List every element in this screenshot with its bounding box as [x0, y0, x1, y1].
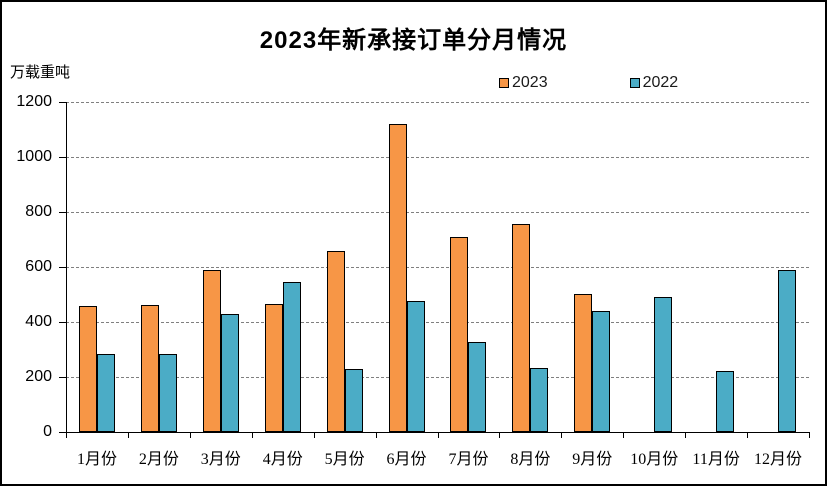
- bar-2023-3月份: [202, 270, 221, 432]
- legend-label-2023: 2023: [512, 74, 548, 91]
- bar-2022-6月份: [406, 301, 425, 432]
- gridline-200: [66, 377, 809, 378]
- y-axis-label-1000: 1000: [16, 148, 52, 165]
- chart-legend: 2023 2022: [499, 74, 678, 92]
- y-axis-unit-label: 万载重吨: [10, 64, 71, 81]
- bar-2022-7月份: [468, 342, 487, 432]
- y-tick-200: [59, 377, 66, 378]
- bar-2023-5月份: [326, 251, 345, 432]
- y-axis-label-0: 0: [43, 423, 52, 440]
- y-tick-1200: [59, 102, 66, 103]
- bar-2023-8月份: [512, 224, 531, 432]
- bar-2022-2月份: [158, 354, 177, 432]
- gridline-800: [66, 212, 809, 213]
- x-axis-label-4月份: 4月份: [262, 451, 303, 468]
- x-tick-11: [747, 432, 749, 438]
- y-axis-line: [66, 102, 67, 432]
- legend-item-2022: 2022: [629, 74, 679, 92]
- x-tick-7: [499, 432, 501, 438]
- x-axis-label-1月份: 1月份: [76, 451, 117, 468]
- bar-2022-1月份: [96, 354, 115, 432]
- legend-swatch-2023: [499, 78, 509, 88]
- bar-2022-9月份: [592, 311, 611, 432]
- y-axis-label-400: 400: [25, 313, 52, 330]
- bar-2023-1月份: [78, 306, 97, 432]
- x-axis-label-8月份: 8月份: [510, 451, 551, 468]
- y-tick-0: [59, 432, 66, 433]
- y-tick-1000: [59, 157, 66, 158]
- x-tick-3: [251, 432, 253, 438]
- y-axis-label-1200: 1200: [16, 93, 52, 110]
- x-axis-label-10月份: 10月份: [630, 451, 679, 468]
- y-axis-label-600: 600: [25, 258, 52, 275]
- x-tick-9: [623, 432, 625, 438]
- x-tick-2: [189, 432, 191, 438]
- bar-2023-2月份: [140, 305, 159, 432]
- x-tick-0: [66, 432, 67, 438]
- x-tick-5: [375, 432, 377, 438]
- y-tick-400: [59, 322, 66, 323]
- x-tick-1: [127, 432, 129, 438]
- bar-2022-5月份: [344, 369, 363, 432]
- legend-label-2022: 2022: [642, 74, 679, 91]
- gridline-1000: [66, 157, 809, 158]
- y-axis-label-200: 200: [25, 368, 52, 385]
- bar-2023-9月份: [574, 294, 593, 432]
- bar-2022-12月份: [778, 270, 797, 432]
- bar-2022-10月份: [654, 297, 673, 432]
- x-axis-label-3月份: 3月份: [200, 451, 241, 468]
- bar-2023-6月份: [388, 124, 407, 432]
- y-tick-600: [59, 267, 66, 268]
- x-axis-label-6月份: 6月份: [386, 451, 427, 468]
- x-axis-label-9月份: 9月份: [572, 451, 613, 468]
- bar-2023-7月份: [450, 237, 469, 432]
- x-axis-label-7月份: 7月份: [448, 451, 489, 468]
- y-axis-label-800: 800: [25, 203, 52, 220]
- bar-2022-8月份: [530, 368, 549, 432]
- x-tick-8: [561, 432, 563, 438]
- legend-swatch-2022: [629, 78, 640, 88]
- legend-item-2023: 2023: [499, 74, 548, 92]
- gridline-600: [66, 267, 809, 268]
- bar-2022-3月份: [220, 314, 239, 432]
- bar-2022-11月份: [716, 371, 735, 432]
- x-tick-10: [685, 432, 687, 438]
- x-tick-4: [313, 432, 315, 438]
- gridline-1200: [66, 102, 809, 103]
- bar-2023-4月份: [264, 304, 283, 432]
- chart-title: 2023年新承接订单分月情况: [259, 27, 568, 54]
- x-tick-6: [437, 432, 439, 438]
- x-axis-label-2月份: 2月份: [138, 451, 179, 468]
- y-tick-800: [59, 212, 66, 213]
- bar-2022-4月份: [282, 282, 301, 432]
- x-axis-label-5月份: 5月份: [324, 451, 365, 468]
- x-axis-label-12月份: 12月份: [754, 451, 803, 468]
- x-tick-12: [809, 432, 810, 438]
- gridline-400: [66, 322, 809, 323]
- x-axis-label-11月份: 11月份: [692, 451, 740, 468]
